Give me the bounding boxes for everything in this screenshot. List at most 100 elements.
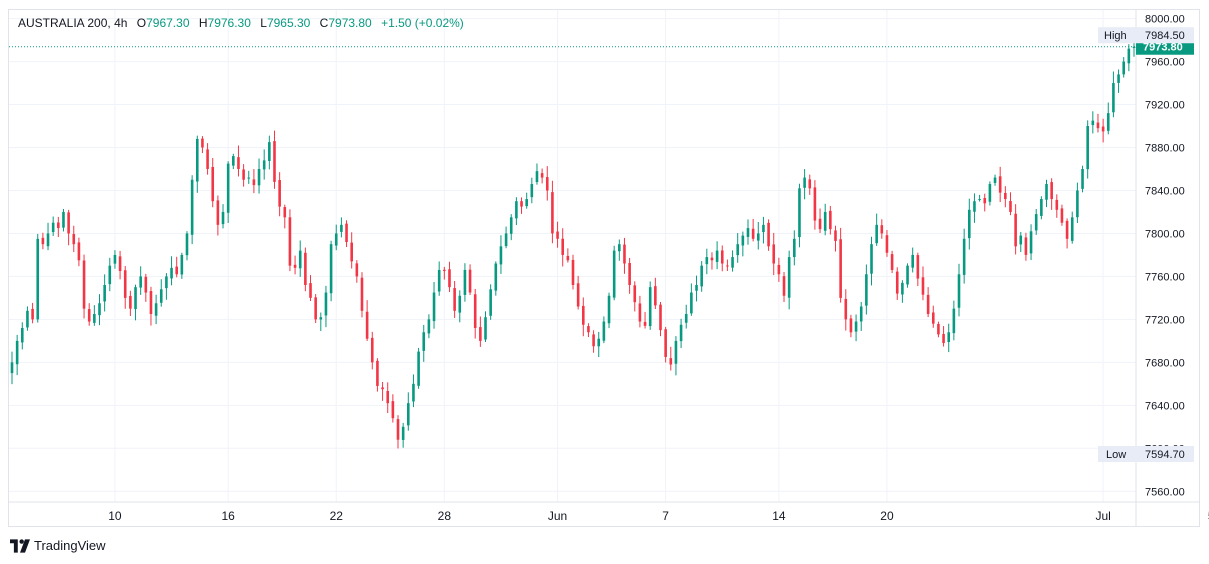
- candle-body: [777, 264, 781, 275]
- candle-body: [108, 265, 112, 285]
- y-tick-label: 7640.00: [1145, 400, 1185, 412]
- candle-body: [808, 179, 812, 189]
- chart-frame[interactable]: [8, 9, 1200, 527]
- y-tick-label: 7720.00: [1145, 314, 1185, 326]
- candle-body: [206, 149, 209, 169]
- legend-interval[interactable]: 4h: [114, 16, 128, 30]
- candle-body: [185, 233, 189, 256]
- candle-body: [762, 224, 765, 233]
- candle-body: [1070, 217, 1074, 241]
- candle-body: [700, 265, 703, 287]
- candle-body: [484, 317, 487, 340]
- candle-body: [525, 199, 528, 207]
- low-marker-badge: [1136, 445, 1194, 462]
- candle-body: [1009, 201, 1012, 212]
- high-marker-tag: [1098, 27, 1136, 44]
- candle-body: [391, 401, 395, 419]
- candle-body: [20, 327, 24, 343]
- candle-body: [937, 323, 940, 335]
- high-marker-value: 7984.50: [1145, 30, 1185, 42]
- candle-body: [818, 218, 822, 230]
- candle-body: [921, 277, 925, 295]
- candle-body: [211, 167, 215, 202]
- candle-body: [993, 177, 997, 183]
- candle-body: [1024, 237, 1028, 255]
- legend-change: +1.50 (+0.02%): [381, 16, 464, 30]
- candle-body: [1086, 126, 1089, 170]
- candle-body: [633, 285, 637, 303]
- candle-body: [103, 285, 106, 302]
- candle-body: [386, 391, 390, 404]
- candle-body: [144, 276, 148, 293]
- candle-body: [844, 298, 848, 320]
- candle-body: [360, 277, 364, 311]
- candle-body: [72, 234, 76, 245]
- candle-body: [62, 211, 65, 228]
- candle-body: [129, 295, 132, 309]
- candle-body: [983, 198, 987, 204]
- tradingview-logo-icon: [10, 538, 30, 553]
- candle-body: [509, 217, 513, 234]
- legend-symbol[interactable]: AUSTRALIA 200: [18, 16, 108, 30]
- candle-body: [376, 360, 379, 386]
- candle-body: [978, 199, 981, 201]
- x-tick-label: 10: [108, 509, 122, 523]
- candle-body: [576, 283, 580, 307]
- candle-body: [479, 327, 482, 341]
- candle-body: [417, 351, 420, 386]
- candle-body: [530, 184, 534, 198]
- candle-body: [607, 295, 611, 324]
- candle-body: [751, 228, 755, 239]
- candle-body: [190, 179, 194, 235]
- candle-body: [782, 276, 786, 296]
- candle-body: [715, 250, 719, 262]
- candle-body: [82, 260, 86, 309]
- candle-body: [690, 292, 693, 314]
- candle-body: [545, 177, 549, 191]
- candle-body: [10, 362, 14, 374]
- candle-body: [1112, 83, 1115, 113]
- candle-body: [468, 269, 472, 293]
- y-tick-label: 7880.00: [1145, 143, 1185, 155]
- candle-body: [880, 225, 884, 234]
- candle-body: [962, 238, 966, 275]
- candle-body: [113, 254, 117, 264]
- candle-body: [664, 329, 667, 357]
- legend-close-label: C: [319, 16, 329, 30]
- candle-body: [648, 287, 652, 327]
- candle-body: [901, 282, 904, 295]
- candle-body: [93, 314, 96, 323]
- candle-body: [422, 332, 426, 351]
- low-marker-tag: [1098, 445, 1136, 462]
- high-marker-label: High: [1104, 30, 1127, 42]
- x-tick-label: 20: [880, 509, 894, 523]
- candle-body: [149, 291, 153, 315]
- candle-body: [340, 224, 343, 232]
- candle-body: [262, 160, 266, 170]
- candle-body: [1127, 48, 1131, 64]
- candle-body: [381, 387, 384, 390]
- tradingview-logo[interactable]: TradingView: [10, 538, 106, 553]
- candle-body: [1091, 120, 1095, 126]
- candle-body: [494, 263, 498, 291]
- candle-body: [319, 317, 323, 320]
- candle-body: [123, 270, 127, 298]
- candle-body: [592, 334, 595, 347]
- candle-body: [829, 210, 832, 230]
- candle-body: [535, 171, 539, 183]
- candle-body: [1096, 122, 1100, 129]
- candle-body: [226, 163, 230, 213]
- candle-body: [787, 257, 791, 298]
- candle-body: [412, 383, 415, 402]
- legend-high-value: 7976.30: [207, 16, 251, 30]
- candle-body: [314, 297, 317, 320]
- low-marker-label: Low: [1106, 449, 1126, 461]
- candle-body: [473, 294, 477, 328]
- candle-body: [705, 257, 709, 265]
- candle-body: [432, 292, 436, 322]
- candle-body: [195, 138, 199, 182]
- candle-body: [504, 233, 508, 247]
- candle-body: [551, 192, 554, 234]
- candle-body: [581, 305, 585, 325]
